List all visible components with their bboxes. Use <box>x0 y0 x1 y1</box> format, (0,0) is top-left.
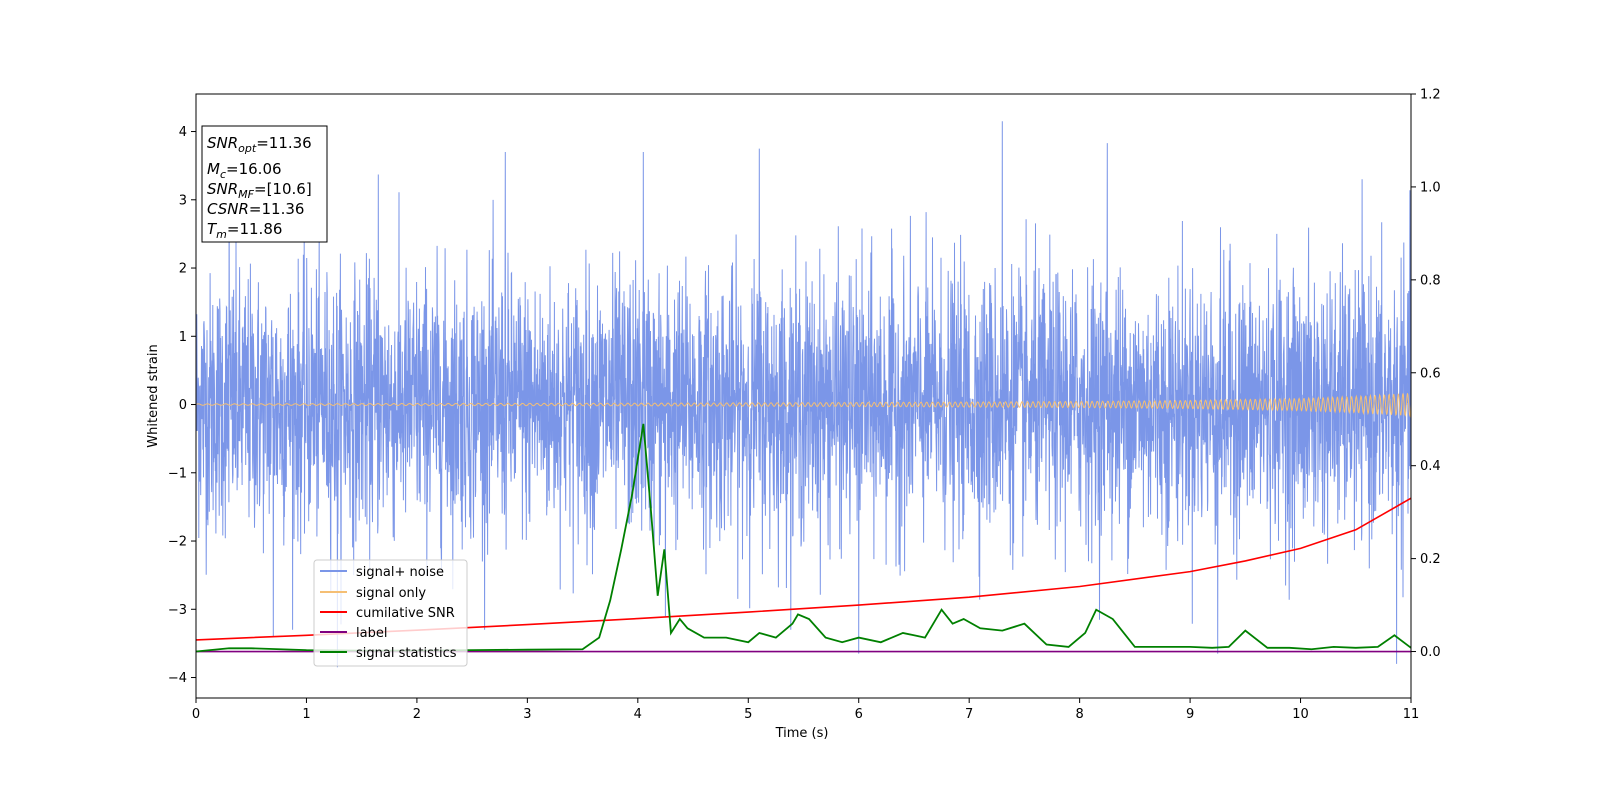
series-line-signal-statistics <box>196 423 1411 653</box>
x-tick-label: 11 <box>1403 707 1420 722</box>
y-tick-label: 2 <box>179 262 187 277</box>
y-axis-label: Whitened strain <box>146 344 161 447</box>
x-tick-label: 8 <box>1075 707 1083 722</box>
legend-label-signal-noise: signal+ noise <box>356 565 444 580</box>
y-tick-label: −2 <box>168 535 187 550</box>
y2-tick-label: 1.2 <box>1420 88 1441 103</box>
y-tick-label: 3 <box>179 193 187 208</box>
info-snr-mf: SNRMF=[10.6] <box>207 180 312 201</box>
y-axis-left: −4 −3 −2 −1 0 1 2 3 4 <box>168 125 196 686</box>
y-axis-right: 0.0 0.2 0.4 0.6 0.8 1.0 1.2 <box>1411 88 1441 660</box>
legend-label-label: label <box>356 626 387 641</box>
x-tick-label: 9 <box>1186 707 1194 722</box>
y2-tick-label: 0.6 <box>1420 366 1441 381</box>
info-box-frame <box>201 125 328 243</box>
y-tick-label: 1 <box>179 330 187 345</box>
x-tick-label: 7 <box>965 707 973 722</box>
legend: signal+ noise signal only cumilative SNR… <box>313 559 468 667</box>
x-tick-label: 5 <box>744 707 752 722</box>
y2-tick-label: 0.4 <box>1420 459 1441 474</box>
x-tick-label: 4 <box>634 707 642 722</box>
y2-tick-label: 0.0 <box>1420 645 1441 660</box>
info-snr-opt: SNRopt=11.36 <box>207 134 312 155</box>
y-tick-label: −4 <box>168 671 187 686</box>
legend-label-signal-statistics: signal statistics <box>356 646 457 661</box>
legend-frame <box>313 559 468 667</box>
info-csnr: CSNR=11.36 <box>207 200 304 218</box>
info-mc: Mc=16.06 <box>207 160 282 181</box>
plot-frame <box>195 93 1412 699</box>
series-line-signal-only <box>196 393 1411 418</box>
y-tick-label: 4 <box>179 125 187 140</box>
info-box: SNRopt=11.36 Mc=16.06 SNRMF=[10.6] CSNR=… <box>201 125 328 243</box>
x-tick-label: 6 <box>855 707 863 722</box>
y-tick-label: −3 <box>168 603 187 618</box>
x-axis-label: Time (s) <box>775 726 829 741</box>
y2-tick-label: 1.0 <box>1420 180 1441 195</box>
y2-tick-label: 0.2 <box>1420 552 1441 567</box>
x-tick-label: 0 <box>192 707 200 722</box>
x-tick-label: 10 <box>1292 707 1309 722</box>
x-axis: 0 1 2 3 4 5 6 7 8 9 10 11 <box>192 698 1419 722</box>
legend-label-signal-only: signal only <box>356 586 426 601</box>
legend-label-cumilative-snr: cumilative SNR <box>356 606 455 621</box>
x-tick-label: 2 <box>413 707 421 722</box>
info-tm: Tm=11.86 <box>207 220 282 241</box>
y-tick-label: −1 <box>168 466 187 481</box>
y2-tick-label: 0.8 <box>1420 273 1441 288</box>
x-tick-label: 3 <box>523 707 531 722</box>
y-tick-label: 0 <box>179 398 187 413</box>
x-tick-label: 1 <box>302 707 310 722</box>
